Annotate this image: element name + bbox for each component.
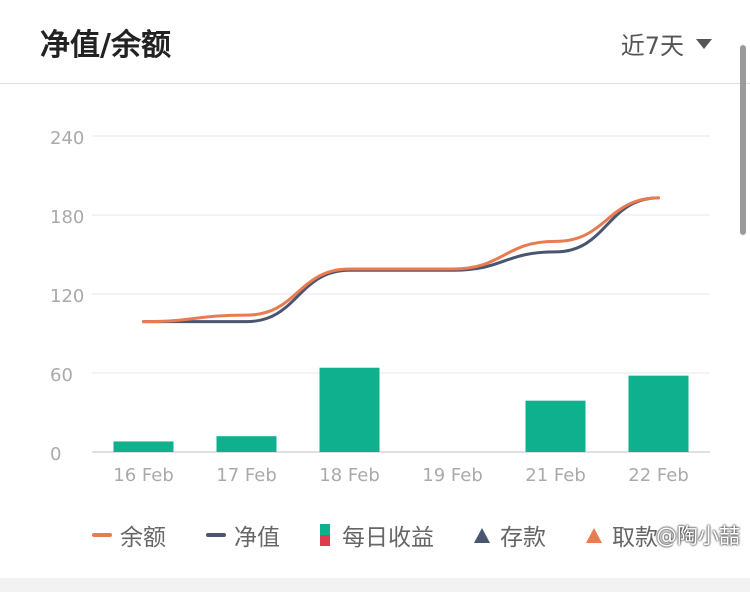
bar — [319, 367, 380, 452]
legend-balance[interactable]: 余额 — [92, 518, 166, 552]
y-tick-label: 60 — [50, 365, 73, 386]
legend-balance-label: 余额 — [120, 525, 166, 551]
legend-withdraw[interactable]: 取款 — [586, 518, 658, 552]
triangle-down-icon — [696, 38, 712, 49]
chart-legend: 余额 净值 每日收益 存款 取款 — [92, 517, 698, 553]
y-tick-label: 180 — [50, 207, 84, 228]
x-tick-label: 17 Feb — [216, 465, 277, 486]
y-tick-label: 0 — [50, 444, 61, 465]
x-tick-label: 19 Feb — [422, 465, 483, 486]
balance-line — [142, 196, 660, 324]
legend-daily-income-swatch — [320, 524, 330, 546]
bar — [113, 441, 174, 452]
bar — [628, 375, 689, 452]
legend-net-value-label: 净值 — [234, 525, 280, 551]
legend-daily-income[interactable]: 每日收益 — [320, 518, 434, 552]
page-title: 净值/余额 — [40, 28, 171, 63]
x-tick-label: 18 Feb — [319, 465, 380, 486]
legend-deposit-label: 存款 — [500, 525, 546, 551]
x-tick-label: 22 Feb — [628, 465, 689, 486]
y-tick-label: 120 — [50, 286, 84, 307]
legend-withdraw-label: 取款 — [612, 525, 658, 551]
chart-header: 净值/余额 近7天 — [0, 0, 750, 84]
legend-net-value[interactable]: 净值 — [206, 518, 280, 552]
legend-net-value-swatch — [206, 533, 226, 537]
legend-daily-income-label: 每日收益 — [342, 525, 434, 551]
bar — [525, 400, 586, 452]
legend-deposit[interactable]: 存款 — [474, 518, 546, 552]
range-label: 近7天 — [620, 32, 684, 60]
x-tick-label: 16 Feb — [113, 465, 174, 486]
scrollbar[interactable] — [740, 45, 746, 235]
triangle-up-icon — [586, 527, 602, 543]
range-selector[interactable]: 近7天 — [621, 26, 712, 61]
balance-chart: 0 60 120 180 240 16 Feb 17 Feb 18 Feb 19 Feb 21 F… — [50, 128, 710, 486]
net-value-line — [142, 196, 660, 324]
y-tick-label: 240 — [50, 128, 84, 149]
watermark: @陶小喆 — [656, 524, 740, 548]
footer-strip — [0, 578, 750, 592]
bar — [216, 436, 277, 452]
x-tick-label: 21 Feb — [525, 465, 586, 486]
legend-balance-swatch — [92, 533, 112, 537]
triangle-up-icon — [474, 527, 490, 543]
